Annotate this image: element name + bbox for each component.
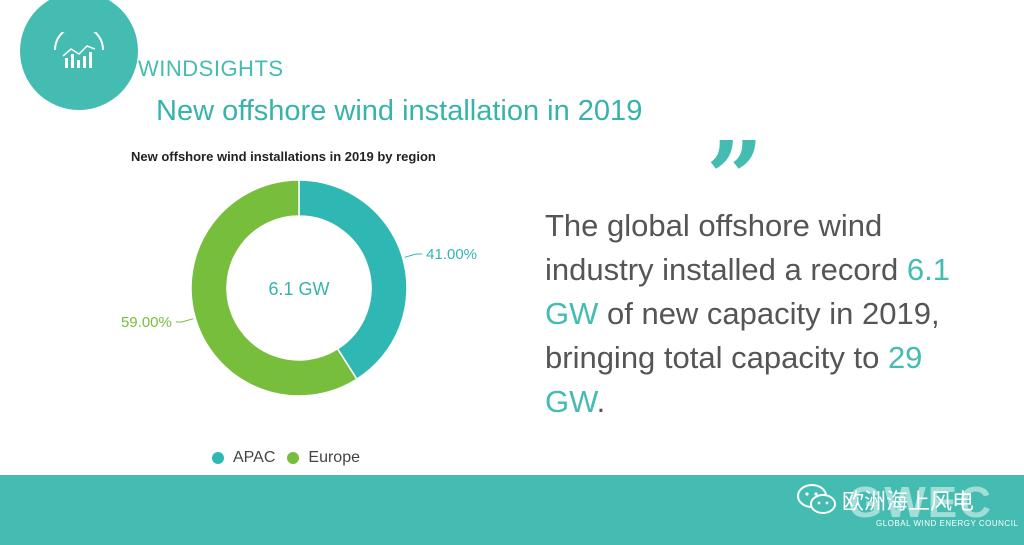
gwec-org-name: GLOBAL WIND ENERGY COUNCIL — [876, 519, 1019, 528]
leader-line-europe — [175, 318, 194, 323]
chart-title: New offshore wind installations in 2019 … — [131, 149, 436, 164]
page-title: New offshore wind installation in 2019 — [156, 95, 643, 127]
slice-label-apac: 41.00% — [426, 246, 477, 263]
gwec-logo-letters: GWEC — [848, 478, 993, 527]
donut-slice-europe — [190, 179, 358, 397]
donut-chart: 6.1 GW 41.00% 59.00% — [121, 179, 477, 397]
donut-center-label: 6.1 GW — [268, 279, 329, 299]
quote-part-2: of new capacity in 2019, bringing total … — [545, 296, 940, 375]
legend-dot-apac — [212, 452, 224, 464]
legend-label-apac: APAC — [233, 449, 276, 466]
quote-highlight-1: 6.1 GW — [545, 252, 950, 331]
quote-mark-icon: ” — [706, 119, 764, 237]
quote-highlight-2: 29 GW — [545, 340, 923, 419]
donut-slice-apac — [298, 179, 408, 381]
wind-chart-icon — [54, 32, 104, 68]
quote-part-3: . — [596, 384, 606, 419]
watermark-text: 欧洲海上风电 — [842, 489, 975, 514]
chart-legend: APAC Europe — [212, 449, 372, 467]
quote-part-1: The global offshore wind industry instal… — [545, 208, 907, 287]
legend-item-apac: APAC — [212, 449, 275, 467]
brand-name: WINDSIGHTS — [138, 56, 284, 81]
leader-line-apac — [404, 253, 423, 258]
slice-label-europe: 59.00% — [121, 314, 172, 331]
legend-dot-europe — [287, 452, 300, 464]
legend-label-europe: Europe — [308, 449, 360, 466]
quote-text: The global offshore wind industry instal… — [545, 204, 985, 424]
footer-bar — [0, 475, 1024, 545]
wechat-icon — [797, 484, 836, 514]
legend-item-europe: Europe — [287, 449, 360, 467]
logo-circle — [20, 0, 138, 110]
